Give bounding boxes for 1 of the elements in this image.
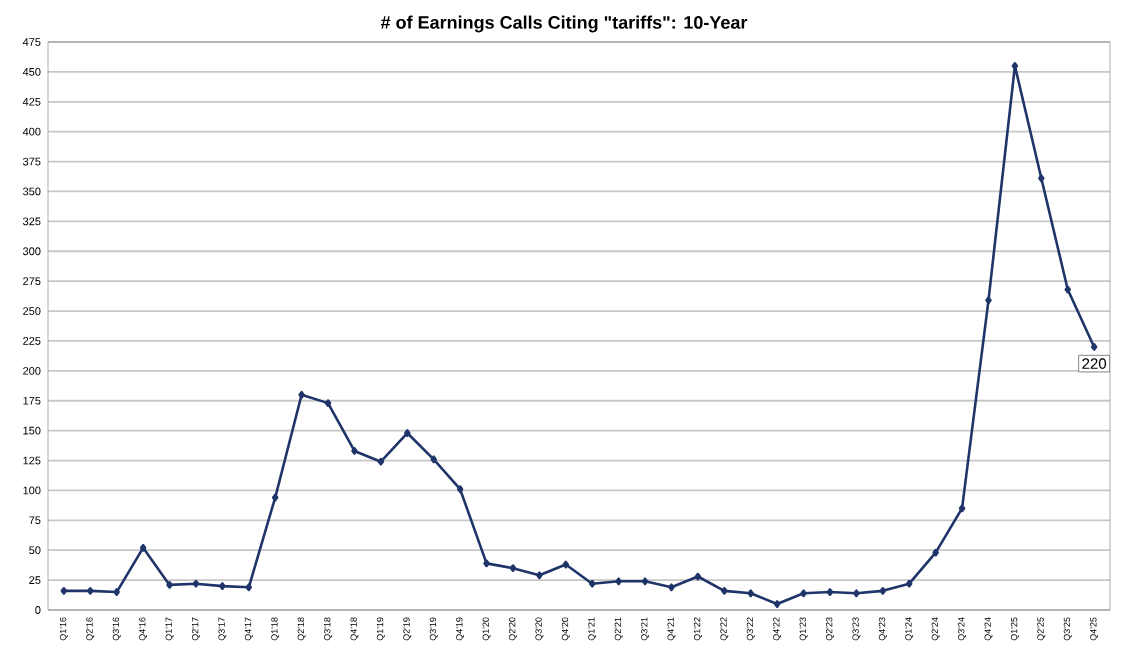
- chart-title: # of Earnings Calls Citing "tariffs": 10-Year: [380, 15, 748, 33]
